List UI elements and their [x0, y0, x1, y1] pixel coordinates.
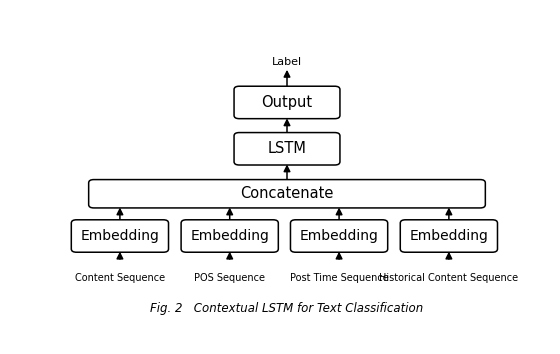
Text: LSTM: LSTM: [268, 141, 306, 156]
Text: Embedding: Embedding: [409, 229, 488, 243]
Text: Post Time Sequence: Post Time Sequence: [290, 273, 389, 283]
Text: POS Sequence: POS Sequence: [194, 273, 265, 283]
Text: Concatenate: Concatenate: [240, 186, 334, 201]
Text: Embedding: Embedding: [190, 229, 269, 243]
FancyBboxPatch shape: [88, 179, 486, 208]
Text: Label: Label: [272, 57, 302, 67]
Text: Embedding: Embedding: [300, 229, 379, 243]
Text: Content Sequence: Content Sequence: [75, 273, 165, 283]
Text: Historical Content Sequence: Historical Content Sequence: [379, 273, 519, 283]
FancyBboxPatch shape: [400, 220, 497, 252]
Text: Fig. 2   Contextual LSTM for Text Classification: Fig. 2 Contextual LSTM for Text Classifi…: [151, 302, 423, 315]
Text: Output: Output: [262, 95, 312, 110]
FancyBboxPatch shape: [71, 220, 169, 252]
Text: Embedding: Embedding: [81, 229, 160, 243]
FancyBboxPatch shape: [291, 220, 388, 252]
FancyBboxPatch shape: [181, 220, 278, 252]
FancyBboxPatch shape: [234, 132, 340, 165]
FancyBboxPatch shape: [234, 86, 340, 119]
